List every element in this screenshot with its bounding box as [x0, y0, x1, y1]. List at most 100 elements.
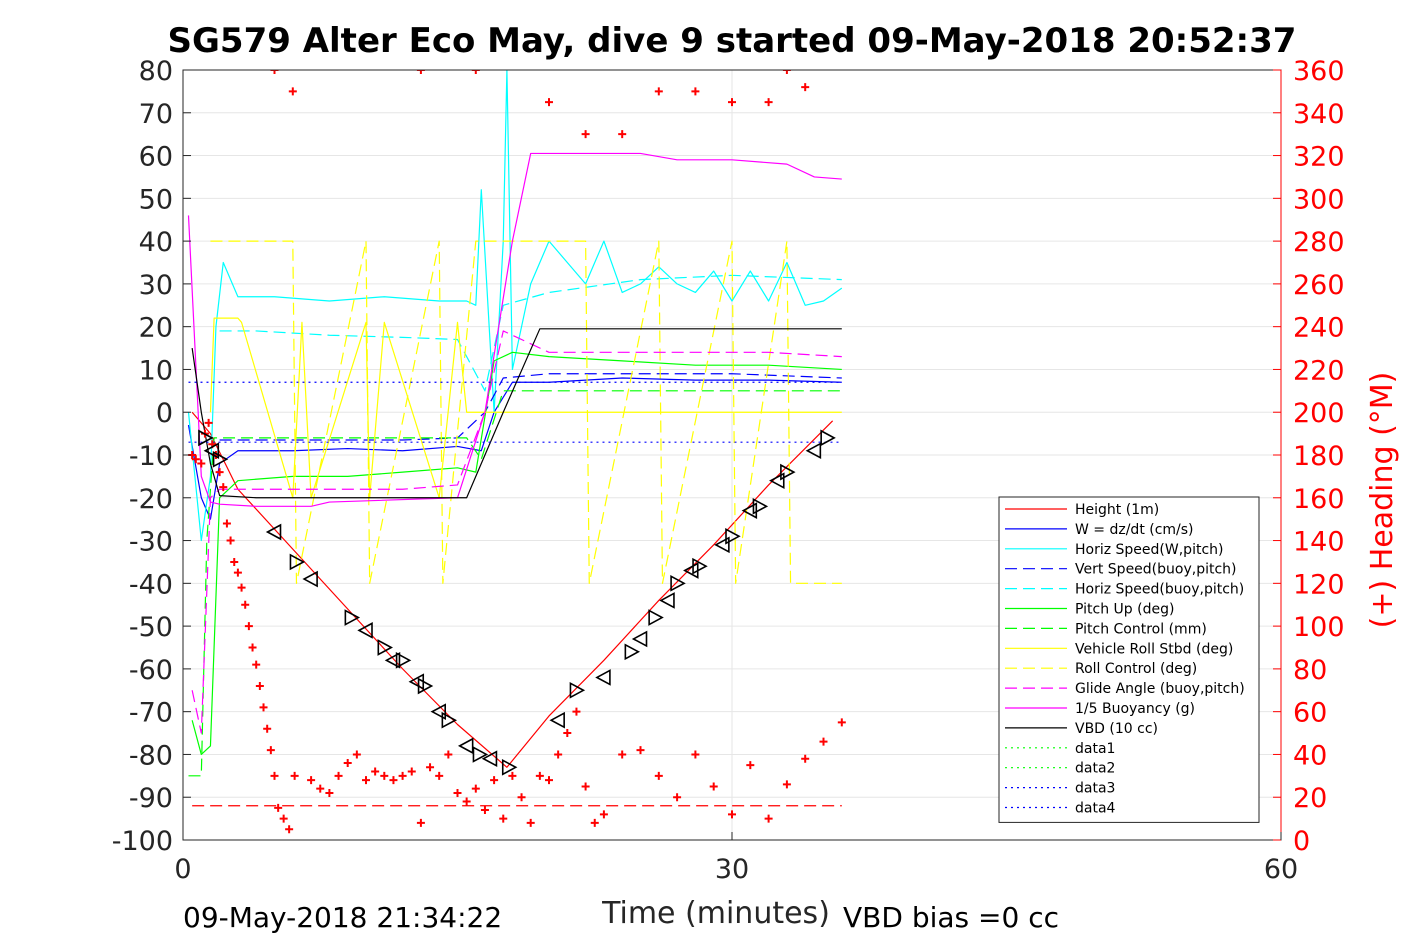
triangle-marker [670, 574, 686, 592]
heading-point [673, 793, 682, 802]
x-tick-label: 60 [1264, 854, 1298, 885]
heading-point [545, 776, 553, 785]
series-line-1 [191, 411, 834, 768]
left-tick-label: -90 [129, 783, 173, 814]
triangle-marker [725, 527, 741, 545]
heading-point [407, 767, 416, 776]
heading-point [618, 750, 627, 759]
series-line-12 [191, 328, 842, 499]
heading-point [191, 455, 200, 464]
triangle-marker [549, 711, 565, 729]
right-tick-label: 320 [1293, 142, 1345, 173]
left-tick-label: 20 [139, 313, 173, 344]
right-tick-label: 60 [1293, 698, 1327, 729]
heading-point [801, 754, 810, 763]
left-tick-label: 60 [139, 142, 173, 173]
heading-point [237, 583, 246, 592]
triangle-marker [595, 669, 611, 686]
heading-point [462, 797, 471, 806]
x-tick-label: 30 [715, 854, 749, 885]
triangle-marker [769, 472, 785, 490]
legend-label: Horiz Speed(W,pitch) [1075, 542, 1223, 558]
heading-point [508, 771, 517, 780]
heading-point [380, 771, 389, 780]
left-tick-label: 30 [139, 270, 173, 301]
heading-point [535, 771, 544, 780]
series-layer [187, 70, 843, 807]
left-tick-label: 10 [139, 355, 173, 386]
heading-point [259, 703, 268, 712]
triangle-marker [417, 677, 434, 695]
heading-point [499, 814, 508, 823]
triangle-marker [265, 523, 282, 541]
heading-point [581, 130, 590, 139]
heading-point [266, 746, 275, 755]
triangle-marker [659, 592, 675, 609]
legend: Height (1m) W = dz/dt (cm/s) Horiz Speed(W… [998, 496, 1260, 823]
heading-point [819, 737, 828, 746]
heading-point [764, 98, 773, 107]
heading-point [691, 750, 700, 759]
heading-point [230, 557, 239, 566]
heading-point [233, 568, 242, 577]
right-tick-label: 100 [1293, 612, 1345, 643]
heading-point [255, 682, 264, 690]
legend-label: data1 [1075, 741, 1115, 757]
right-tick-label: 0 [1293, 826, 1310, 857]
triangle-marker [752, 497, 769, 515]
heading-point [426, 763, 435, 772]
heading-point [222, 519, 231, 528]
heading-point [270, 771, 279, 780]
legend-label: data3 [1075, 781, 1115, 797]
heading-point [343, 759, 352, 767]
right-tick-label: 360 [1293, 56, 1345, 87]
heading-point [316, 784, 325, 793]
right-tick-label: 120 [1293, 569, 1345, 600]
heading-point [526, 818, 535, 827]
heading-point [416, 70, 425, 74]
triangle-marker [457, 737, 474, 755]
heading-point [746, 761, 755, 770]
series-line-10 [191, 330, 842, 734]
heading-point [362, 776, 370, 785]
series-line-6 [191, 351, 842, 756]
heading-point [517, 793, 526, 802]
legend-label: Pitch Control (mm) [1075, 621, 1207, 637]
right-tick-label: 80 [1293, 655, 1327, 686]
heading-point [554, 750, 563, 759]
heading-point [252, 660, 261, 669]
left-tick-label: -60 [129, 655, 173, 686]
triangle-marker [203, 442, 220, 460]
right-tick-label: 260 [1293, 270, 1345, 301]
left-y-axis: 80 70 60 50 40 30 20 10 0 -10 -20 -30 -40 -50 -60 -70 -8… [112, 56, 191, 857]
chart-title: SG579 Alter Eco May, dive 9 started 09-M… [168, 21, 1297, 61]
heading-point [270, 70, 279, 74]
heading-point [263, 724, 272, 733]
triangle-marker [805, 442, 822, 460]
legend-label: Vehicle Roll Stbd (deg) [1075, 641, 1233, 657]
triangle-marker [820, 429, 836, 447]
heading-point [398, 771, 407, 780]
triangle-marker [302, 570, 318, 588]
heading-point [480, 806, 489, 815]
left-tick-label: -20 [129, 484, 173, 515]
triangle-marker [377, 639, 393, 656]
heading-point [728, 98, 736, 107]
series-line-9 [210, 240, 842, 584]
legend-label: data4 [1075, 801, 1116, 817]
heading-point [691, 87, 700, 96]
heading-point [581, 782, 590, 791]
legend-label: Height (1m) [1075, 502, 1159, 518]
heading-point [572, 707, 581, 716]
triangle-marker [441, 711, 458, 729]
triangle-marker [198, 429, 214, 447]
left-tick-label: -30 [129, 527, 173, 558]
legend-label: Vert Speed(buoy,pitch) [1075, 562, 1237, 578]
heading-point [241, 600, 250, 609]
right-tick-label: 340 [1293, 99, 1345, 130]
triangle-marker [741, 502, 758, 519]
legend-label: VBD (10 cc) [1075, 721, 1158, 737]
triangle-marker [430, 703, 446, 721]
heading-point [334, 771, 343, 780]
legend-label: Glide Angle (buoy,pitch) [1075, 681, 1245, 697]
